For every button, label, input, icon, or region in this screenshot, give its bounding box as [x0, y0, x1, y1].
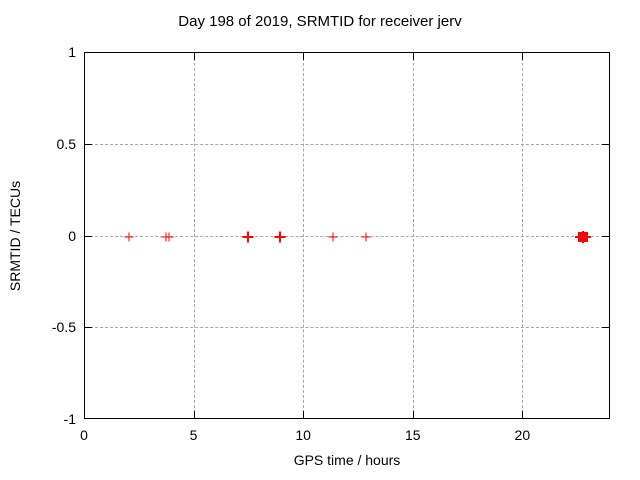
marker-stroke	[577, 231, 588, 242]
plot-area	[84, 52, 610, 419]
gridline-horizontal	[85, 235, 609, 237]
tick-mark-top	[412, 53, 414, 60]
marker-stroke	[279, 231, 282, 242]
tick-mark-right	[602, 143, 609, 145]
marker-stroke	[365, 232, 367, 241]
y-tick-label: 0	[68, 227, 76, 244]
tick-mark-left	[85, 143, 92, 145]
marker-stroke	[128, 232, 130, 241]
chart-title: Day 198 of 2019, SRMTID for receiver jer…	[178, 13, 462, 30]
marker-stroke	[247, 231, 250, 242]
tick-mark-bottom	[193, 411, 195, 418]
y-tick-label: 1	[68, 44, 76, 60]
marker-stroke	[168, 232, 170, 241]
tick-mark-top	[193, 53, 195, 60]
x-tick-label: 15	[404, 427, 421, 443]
y-tick-label: 0.5	[56, 135, 76, 152]
x-tick-label: 0	[80, 427, 88, 443]
tick-mark-bottom	[522, 411, 524, 418]
x-axis-label: GPS time / hours	[293, 452, 401, 468]
tick-mark-top	[522, 53, 524, 60]
tick-mark-left	[85, 327, 92, 329]
gridline-horizontal	[85, 143, 609, 145]
marker-stroke	[332, 232, 334, 241]
gridline-horizontal	[85, 327, 609, 329]
y-tick-label: -1	[63, 411, 76, 427]
tick-mark-top	[303, 53, 305, 60]
tick-mark-right	[602, 235, 609, 237]
tick-mark-bottom	[303, 411, 305, 418]
tick-mark-right	[602, 327, 609, 329]
tick-mark-left	[85, 235, 92, 237]
x-tick-label: 10	[295, 427, 311, 443]
x-tick-label: 5	[189, 427, 198, 443]
tick-mark-bottom	[412, 411, 414, 418]
y-tick-label: -0.5	[51, 319, 76, 336]
x-tick-label: 20	[514, 427, 531, 443]
